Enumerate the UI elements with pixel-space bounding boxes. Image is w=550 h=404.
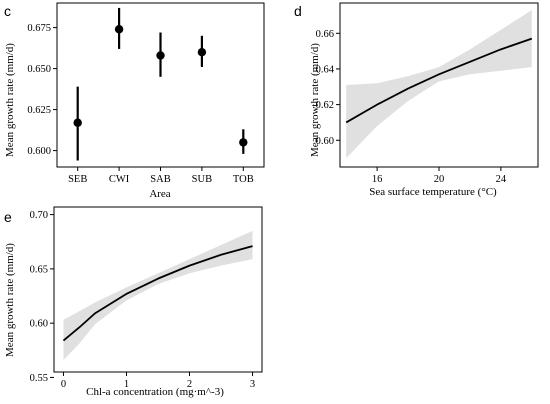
y-tick-label: 0.70: [30, 210, 48, 221]
plot-frame-c: [56, 2, 265, 168]
x-tick-label: 20: [434, 174, 445, 185]
y-tick-label: 0.66: [316, 29, 334, 40]
plot-area-d: 0.60 0.62 0.64 0.66 16 20 24: [316, 2, 539, 185]
x-tick-label: SEB: [68, 174, 87, 185]
data-point: [197, 48, 207, 57]
x-axis-title-c: Area: [149, 188, 170, 200]
y-axis-title-c: Mean growth rate (mm/d): [4, 43, 16, 157]
confidence-band: [346, 10, 532, 159]
plot-frame-e: [53, 206, 263, 373]
x-axis-title-e: Chl-a concentration (mg·m^-3): [86, 386, 224, 398]
x-tick-label: 0: [61, 379, 66, 390]
y-tick-label: 0.60: [316, 136, 334, 147]
x-tick-label: 16: [372, 174, 383, 185]
panel-d: d Mean growth rate (mm/d) Sea surface te…: [294, 2, 539, 198]
panel-label-d: d: [294, 3, 302, 19]
x-tick-label: 1: [124, 379, 129, 390]
plot-area-e: 0.55 0.60 0.65 0.70 0 1 2 3: [30, 206, 263, 390]
x-tick-label: SUB: [192, 174, 212, 185]
y-tick-label: 0.625: [27, 105, 51, 116]
y-axis-title-d: Mean growth rate (mm/d): [309, 43, 321, 157]
data-point: [156, 51, 165, 60]
panel-label-c: c: [4, 3, 11, 19]
fit-line: [345, 37, 533, 124]
y-tick-label: 0.675: [27, 23, 51, 34]
y-tick-label: 0.650: [27, 64, 51, 75]
y-tick-label: 0.64: [316, 64, 335, 75]
panel-c: c Mean growth rate (mm/d) Area 0.600 0.62…: [4, 2, 265, 200]
data-point: [239, 138, 248, 147]
y-tick-label: 0.60: [30, 319, 48, 330]
x-tick-label: CWI: [109, 174, 130, 185]
y-axis-title-e: Mean growth rate (mm/d): [4, 243, 16, 357]
panel-label-e: e: [4, 209, 12, 225]
y-tick-label: 0.65: [30, 264, 48, 275]
x-tick-label: TOB: [233, 174, 254, 185]
panel-e: e Mean growth rate (mm/d) Chl-a concentr…: [4, 206, 263, 398]
data-point: [73, 118, 82, 127]
data-point: [114, 25, 124, 34]
x-tick-label: 3: [250, 379, 255, 390]
plot-frame-top: [53, 206, 263, 373]
x-tick-label: 24: [496, 174, 507, 185]
x-tick-label: 2: [187, 379, 192, 390]
y-tick-label: 0.62: [316, 100, 334, 111]
plot-area-c: 0.600 0.625 0.650 0.675 SEB CWI SAB SUB TOB: [27, 2, 265, 185]
x-tick-label: SAB: [150, 174, 170, 185]
y-tick-label: 0.55: [30, 373, 48, 384]
confidence-band: [63, 230, 253, 361]
y-tick-label: 0.600: [27, 146, 51, 157]
x-axis-title-d: Sea surface temperature (°C): [369, 186, 497, 198]
fit-line: [62, 245, 253, 342]
plot-frame-top: [339, 2, 539, 168]
